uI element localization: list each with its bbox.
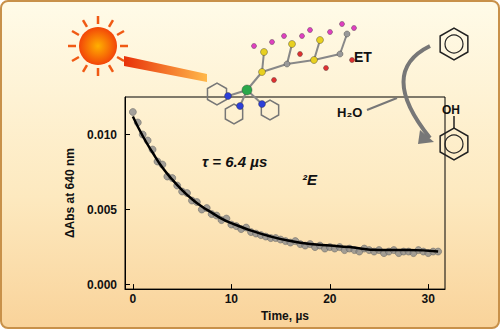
svg-text:ΔAbs at 640 nm: ΔAbs at 640 nm	[63, 148, 77, 238]
svg-text:0: 0	[130, 292, 137, 306]
svg-text:0.010: 0.010	[87, 128, 117, 142]
svg-text:²E: ²E	[302, 171, 318, 188]
svg-text:OH: OH	[442, 103, 460, 117]
svg-text:0.005: 0.005	[87, 203, 117, 217]
svg-text:30: 30	[422, 292, 436, 306]
svg-text:H₂O: H₂O	[337, 105, 362, 120]
svg-text:20: 20	[323, 292, 337, 306]
svg-text:0.000: 0.000	[87, 278, 117, 292]
svg-text:Time, µs: Time, µs	[261, 309, 309, 323]
svg-text:τ = 6.4 µs: τ = 6.4 µs	[202, 153, 267, 170]
svg-text:10: 10	[225, 292, 239, 306]
svg-text:ET: ET	[354, 49, 372, 65]
